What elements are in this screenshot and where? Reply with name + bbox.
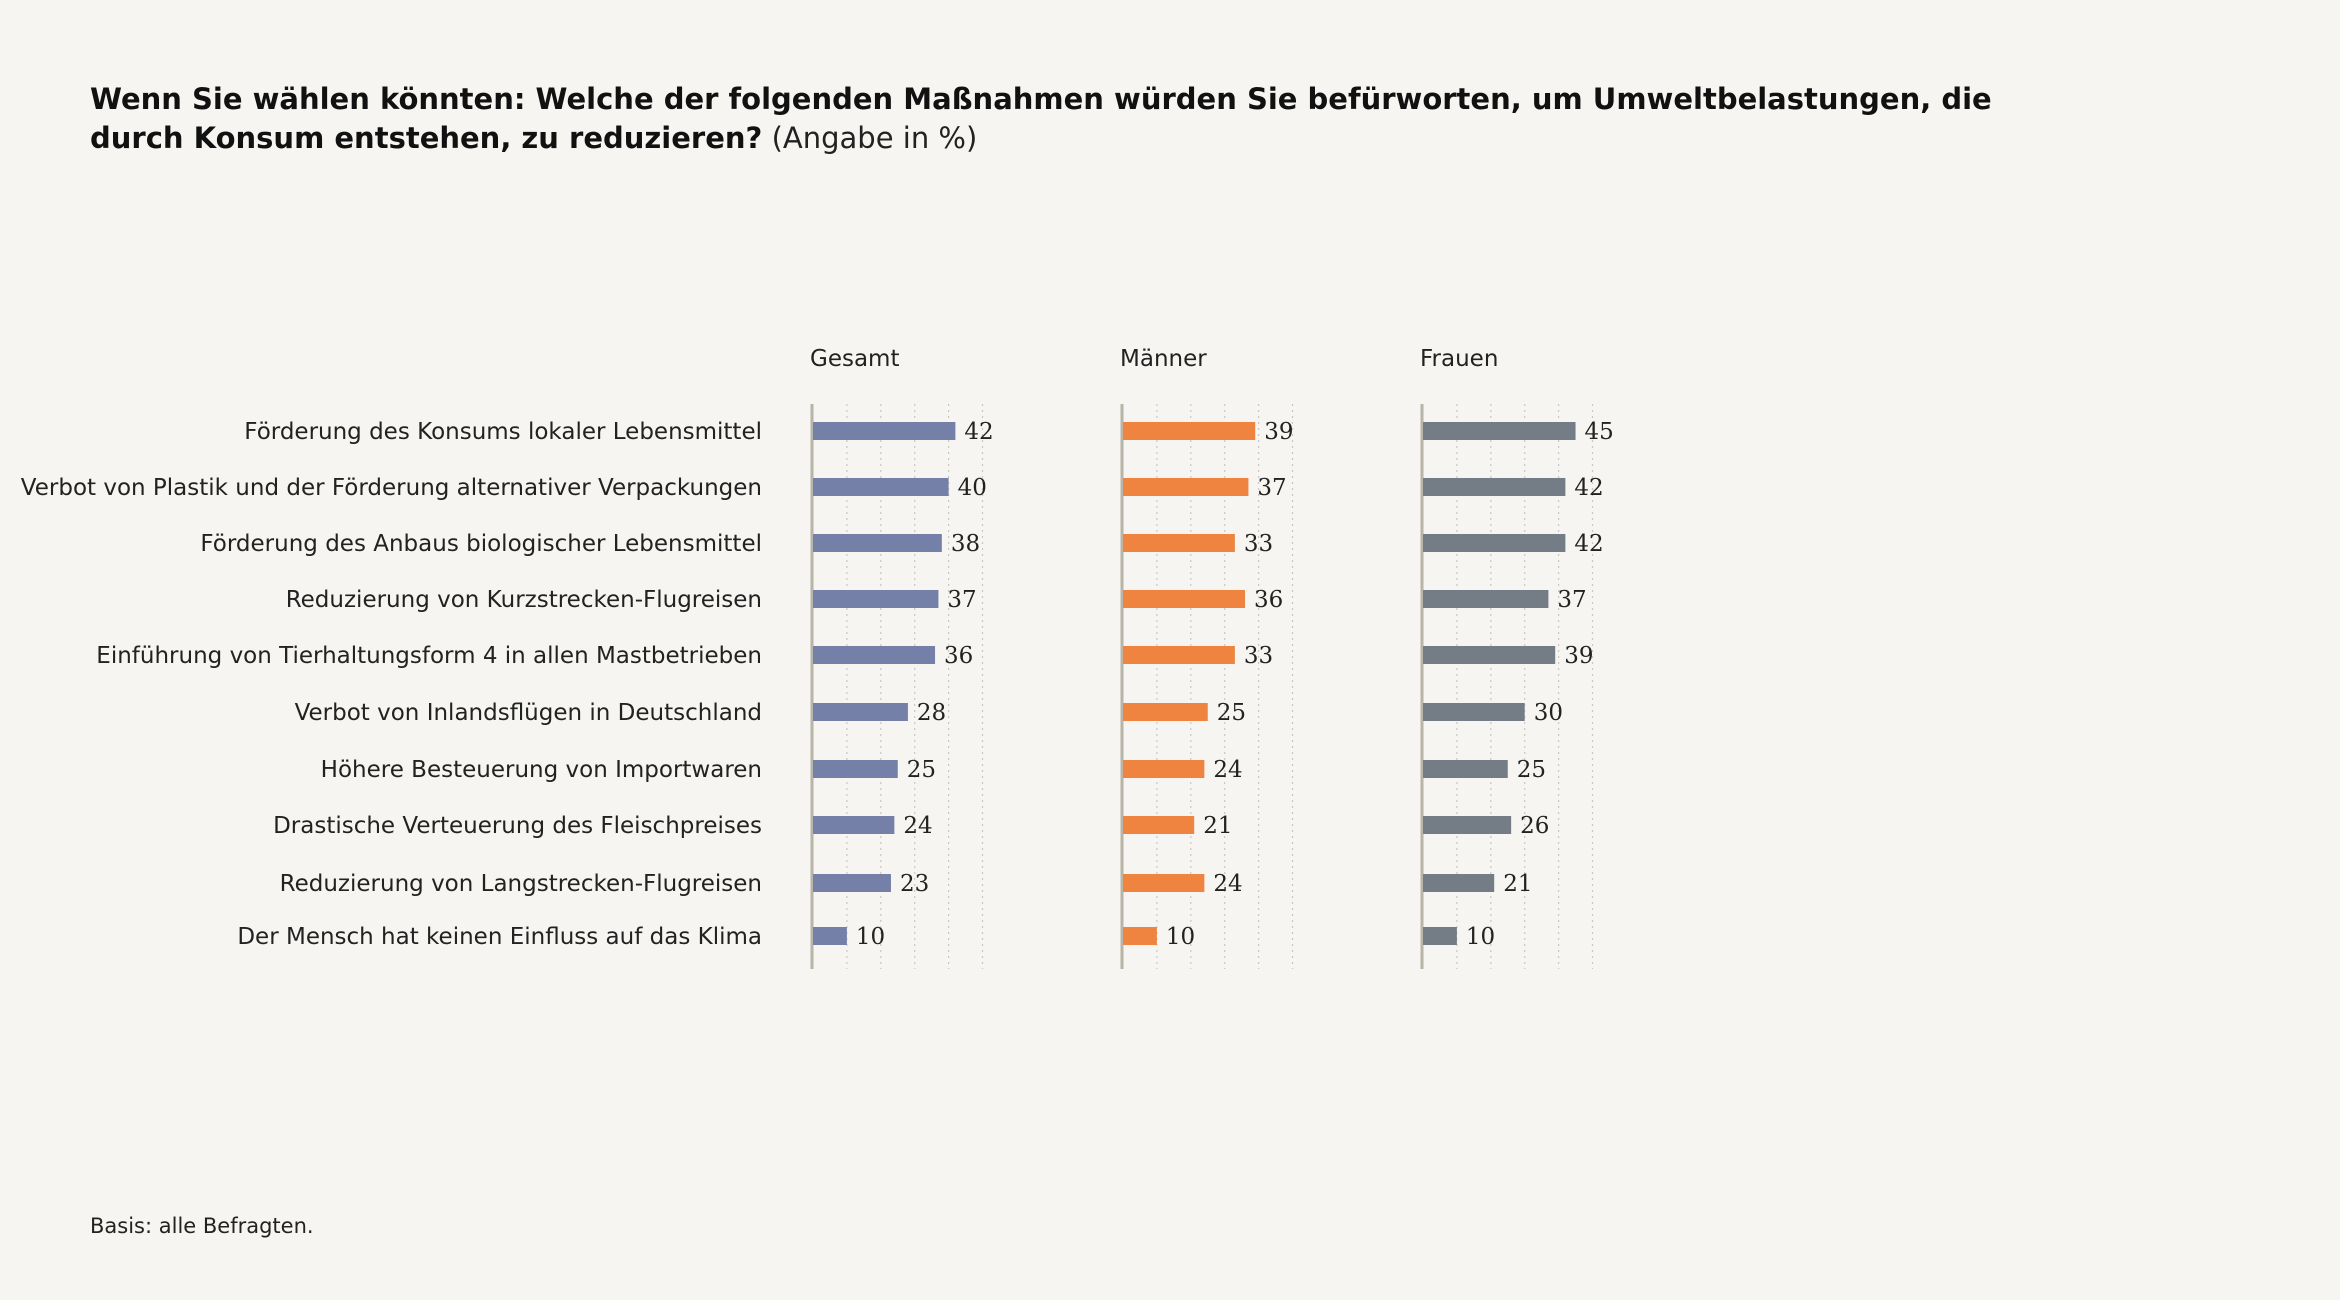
value-label: 36: [944, 643, 973, 669]
bar: [1123, 478, 1249, 496]
category-label: Reduzierung von Langstrecken-Flugreisen: [280, 871, 762, 897]
value-label: 24: [1213, 871, 1242, 897]
bar: [1123, 874, 1205, 892]
value-label: 10: [856, 924, 885, 950]
category-label: Reduzierung von Kurzstrecken-Flugreisen: [286, 587, 762, 613]
value-label: 21: [1503, 871, 1532, 897]
category-label: Der Mensch hat keinen Einfluss auf das K…: [237, 924, 762, 950]
value-label: 30: [1534, 700, 1563, 726]
bar: [1423, 760, 1508, 778]
value-label: 40: [958, 475, 987, 501]
bar: [1123, 927, 1157, 945]
value-label: 36: [1254, 587, 1283, 613]
chart-title-main: Wenn Sie wählen könnten: Welche der folg…: [90, 82, 1992, 155]
value-label: 42: [1574, 531, 1603, 557]
value-label: 42: [1574, 475, 1603, 501]
value-label: 26: [1520, 813, 1549, 839]
bar: [813, 760, 898, 778]
category-label: Verbot von Plastik und der Förderung alt…: [21, 475, 762, 501]
bar: [1423, 534, 1566, 552]
bar: [813, 422, 956, 440]
value-label: 33: [1244, 531, 1273, 557]
value-label: 39: [1264, 419, 1293, 445]
value-label: 24: [903, 813, 932, 839]
bar: [813, 646, 936, 664]
value-label: 38: [951, 531, 980, 557]
series-header: Frauen: [1420, 346, 1498, 372]
value-label: 24: [1213, 757, 1242, 783]
bar: [1123, 703, 1208, 721]
category-label: Verbot von Inlandsflügen in Deutschland: [295, 700, 762, 726]
value-label: 37: [1557, 587, 1586, 613]
bar: [1423, 874, 1495, 892]
bar: [1423, 422, 1576, 440]
value-label: 21: [1203, 813, 1232, 839]
chart-title: Wenn Sie wählen könnten: Welche der folg…: [90, 80, 2090, 158]
value-label: 23: [900, 871, 929, 897]
bar: [1123, 816, 1195, 834]
category-label: Einführung von Tierhaltungsform 4 in all…: [96, 643, 762, 669]
chart-title-unit: (Angabe in %): [771, 121, 978, 155]
bar: [1423, 646, 1556, 664]
series-header: Männer: [1120, 346, 1207, 372]
bar: [813, 534, 942, 552]
value-label: 25: [1217, 700, 1246, 726]
category-label: Drastische Verteuerung des Fleischpreise…: [273, 813, 762, 839]
bar: [1423, 590, 1549, 608]
bar: [1423, 927, 1457, 945]
category-label: Höhere Besteuerung von Importwaren: [321, 757, 762, 783]
value-label: 45: [1585, 419, 1614, 445]
value-label: 25: [1517, 757, 1546, 783]
category-label: Förderung des Anbaus biologischer Lebens…: [200, 531, 762, 557]
bar: [1123, 646, 1235, 664]
bar: [1423, 816, 1512, 834]
bar: [813, 816, 895, 834]
bar: [1123, 760, 1205, 778]
bar: [813, 927, 847, 945]
value-label: 10: [1466, 924, 1495, 950]
value-label: 39: [1564, 643, 1593, 669]
bar: [1423, 478, 1566, 496]
value-label: 37: [1257, 475, 1286, 501]
value-label: 28: [917, 700, 946, 726]
category-label: Förderung des Konsums lokaler Lebensmitt…: [244, 419, 762, 445]
series-header: Gesamt: [810, 346, 899, 372]
value-label: 42: [964, 419, 993, 445]
bar: [1423, 703, 1525, 721]
bar: [1123, 534, 1235, 552]
bar: [1123, 422, 1256, 440]
bar: [813, 874, 891, 892]
footnote: Basis: alle Befragten.: [90, 1214, 314, 1238]
bar: [1123, 590, 1246, 608]
value-label: 10: [1166, 924, 1195, 950]
bar: [813, 590, 939, 608]
value-label: 37: [947, 587, 976, 613]
value-label: 25: [907, 757, 936, 783]
value-label: 33: [1244, 643, 1273, 669]
bar: [813, 703, 908, 721]
bar: [813, 478, 949, 496]
